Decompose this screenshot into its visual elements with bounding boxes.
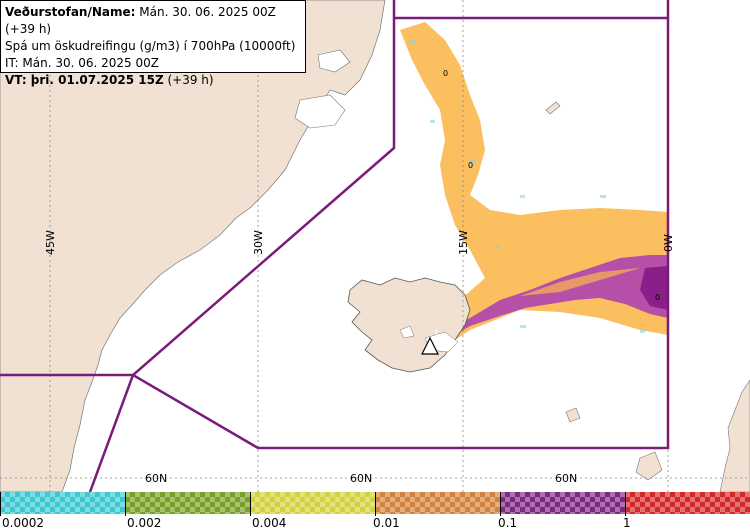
greenland-landmass	[0, 0, 386, 492]
legend-bin-purple	[500, 492, 625, 514]
ash-plume-core	[640, 266, 668, 310]
ash-plume-speckle	[410, 40, 645, 333]
norway-coast	[719, 379, 750, 492]
ash-forecast-map: 45W 30W 15W 0W 60N 60N 60N 0 0 0 1	[0, 0, 750, 492]
legend-tick-label: 0.01	[373, 516, 400, 530]
ash-plume-light	[400, 22, 668, 340]
info-line-1: Veðurstofan/Name: Mán. 30. 06. 2025 00Z …	[5, 5, 276, 36]
info-line-4: VT: þri. 01.07.2025 15Z (+39 h)	[5, 73, 214, 87]
legend-bin-cyan	[0, 492, 125, 514]
info-line-2: Spá um öskudreifingu (g/m3) í 700hPa (10…	[5, 39, 296, 53]
jan-mayen-island	[545, 101, 561, 115]
lat-label-60n-1: 60N	[145, 472, 167, 485]
legend-tick-label: 0.1	[498, 516, 518, 530]
lon-label-30w: 30W	[252, 230, 265, 255]
legend-tick-label: 0.0002	[2, 516, 44, 530]
contour-label: 0	[655, 293, 660, 302]
lon-label-0w: 0W	[662, 234, 675, 252]
lon-label-15w: 15W	[457, 230, 470, 255]
lon-label-45w: 45W	[44, 230, 57, 255]
info-line-3: IT: Mán. 30. 06. 2025 00Z	[5, 56, 159, 70]
scotland-coast	[635, 451, 663, 481]
legend-tick-label: 0.004	[252, 516, 287, 530]
contour-label: 1	[434, 329, 439, 338]
legend-bin-green	[125, 492, 250, 514]
faroe-islands	[565, 407, 581, 423]
legend-tick-label: 0.002	[127, 516, 162, 530]
legend-bin-yellow	[250, 492, 375, 514]
forecast-area-boundary	[0, 0, 670, 492]
lat-label-60n-3: 60N	[555, 472, 577, 485]
lat-label-60n-2: 60N	[350, 472, 372, 485]
volcano-marker-icon	[421, 336, 439, 355]
legend-tick-label: 1	[623, 516, 631, 530]
contour-label: 0	[468, 161, 473, 170]
glacier-langjokull	[399, 325, 415, 339]
legend-bin-red	[625, 492, 750, 514]
forecast-info-box: Veðurstofan/Name: Mán. 30. 06. 2025 00Z …	[0, 0, 306, 87]
contour-label: 0	[443, 69, 448, 78]
concentration-legend: 0.0002 0.002 0.004 0.01 0.1 1	[0, 492, 750, 532]
legend-bin-orange	[375, 492, 500, 514]
